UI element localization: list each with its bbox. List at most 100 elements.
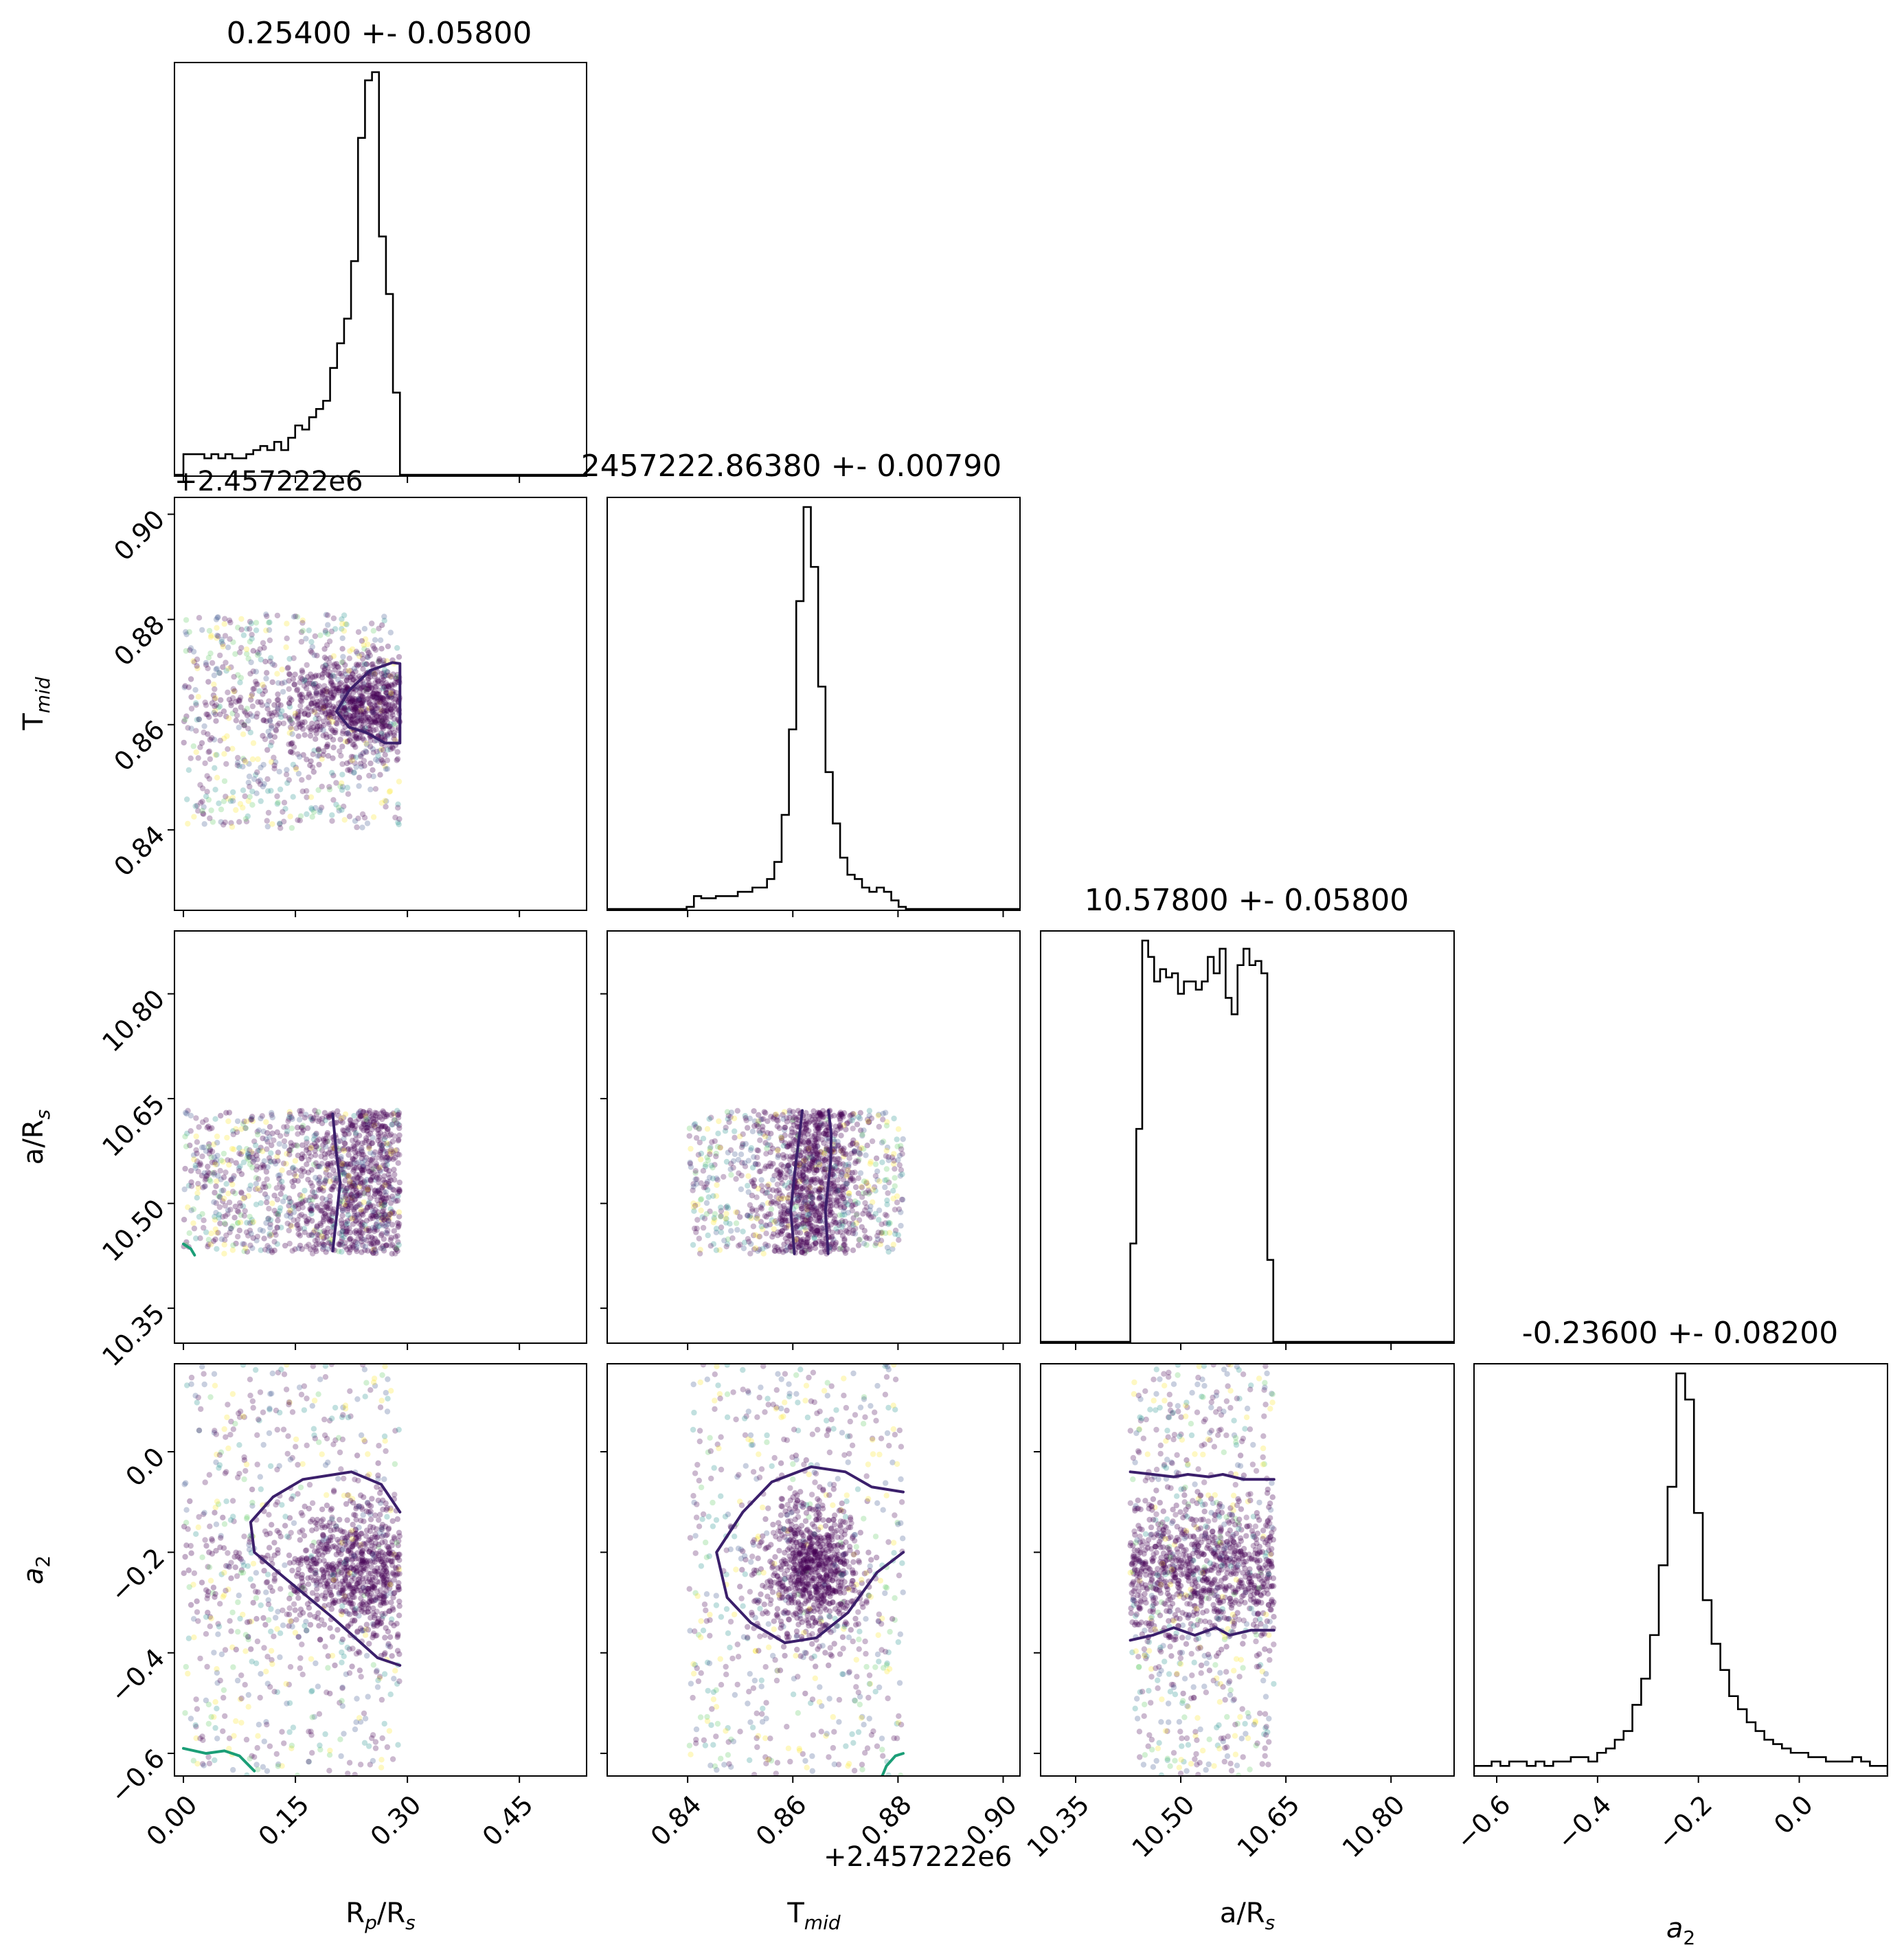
sample-point <box>394 749 400 755</box>
sample-point <box>308 1208 315 1214</box>
sample-point <box>390 696 396 702</box>
sample-point <box>831 1146 838 1153</box>
sample-point <box>319 1142 326 1148</box>
sample-point <box>203 1587 209 1593</box>
sample-point <box>387 694 394 701</box>
sample-point <box>288 1745 295 1751</box>
sample-point <box>381 673 387 680</box>
sample-point <box>849 1169 856 1176</box>
sample-point <box>771 1244 778 1250</box>
sample-point <box>806 1118 813 1125</box>
sample-point <box>215 1173 221 1179</box>
sample-point <box>342 1228 349 1235</box>
sample-point <box>327 1690 333 1697</box>
sample-point <box>282 1242 288 1249</box>
sample-point <box>382 722 388 728</box>
sample-point <box>237 1203 244 1209</box>
sample-point <box>301 1169 308 1175</box>
sample-point <box>352 1771 358 1776</box>
sample-point <box>363 687 370 693</box>
sample-point <box>313 1132 319 1138</box>
sample-point <box>389 1121 396 1127</box>
sample-point <box>269 712 275 719</box>
sample-point <box>234 712 240 719</box>
sample-point <box>849 1117 855 1124</box>
sample-point <box>319 1233 325 1239</box>
sample-point <box>302 677 308 683</box>
sample-point <box>182 1134 188 1140</box>
sample-point <box>202 760 208 767</box>
sample-point <box>349 1573 355 1580</box>
sample-point <box>768 1114 774 1120</box>
sample-point <box>734 1209 740 1215</box>
sample-point <box>225 1550 231 1556</box>
sample-point <box>808 1206 815 1213</box>
sample-point <box>212 1757 218 1764</box>
sample-point <box>854 1200 861 1206</box>
sample-point <box>209 1590 216 1596</box>
sample-point <box>254 1163 260 1169</box>
sample-point <box>322 1374 329 1380</box>
sample-point <box>803 1158 809 1165</box>
sample-point <box>782 1132 788 1138</box>
sample-point <box>240 756 247 762</box>
sample-point <box>286 1202 292 1209</box>
sample-point <box>356 1201 363 1207</box>
sample-point <box>273 1615 279 1621</box>
sample-point <box>260 1162 266 1168</box>
sample-point <box>854 1142 860 1148</box>
sample-point <box>304 1555 310 1562</box>
sample-point <box>253 1367 259 1373</box>
sample-point <box>800 1173 806 1180</box>
sample-point <box>839 1187 845 1193</box>
sample-point <box>324 1546 330 1552</box>
sample-point <box>339 635 345 642</box>
sample-point <box>811 1204 818 1211</box>
sample-point <box>733 1220 740 1226</box>
sample-point <box>378 1202 385 1209</box>
sample-point <box>316 1623 322 1629</box>
sample-point <box>339 1241 345 1248</box>
sample-point <box>370 1151 376 1158</box>
sample-point <box>740 1142 746 1149</box>
sample-point <box>237 695 244 701</box>
sample-point <box>354 712 360 719</box>
sample-point <box>245 1233 251 1239</box>
sample-point <box>758 1224 765 1230</box>
sample-point <box>195 808 201 814</box>
sample-point <box>311 1227 318 1234</box>
sample-point <box>781 1207 787 1214</box>
sample-point <box>225 1157 231 1163</box>
sample-point <box>322 1211 328 1217</box>
sample-point <box>863 1180 870 1187</box>
sample-point <box>366 700 372 707</box>
sample-point <box>818 1113 824 1119</box>
sample-point <box>370 708 376 715</box>
sample-point <box>202 1177 208 1183</box>
sample-point <box>373 719 379 726</box>
sample-point <box>815 1228 821 1234</box>
sample-point <box>348 1204 355 1211</box>
sample-point <box>255 778 262 785</box>
sample-point <box>379 718 385 724</box>
sample-point <box>344 1597 350 1603</box>
sample-point <box>309 674 316 680</box>
sample-point <box>286 1399 293 1406</box>
sample-point <box>732 1134 738 1141</box>
sample-point <box>350 707 357 714</box>
sample-point <box>317 1222 324 1228</box>
sample-point <box>383 715 389 721</box>
sample-point <box>867 1160 874 1167</box>
sample-point <box>380 723 386 730</box>
sample-point <box>883 1147 889 1154</box>
sample-point <box>381 684 387 690</box>
sample-point <box>351 741 357 748</box>
sample-point <box>847 1177 854 1184</box>
sample-point <box>243 646 250 653</box>
sample-point <box>890 1195 896 1202</box>
sample-point <box>821 1166 828 1173</box>
sample-point <box>337 1542 343 1549</box>
sample-point <box>749 1208 756 1214</box>
sample-point <box>818 1178 824 1185</box>
sample-point <box>324 1132 330 1138</box>
